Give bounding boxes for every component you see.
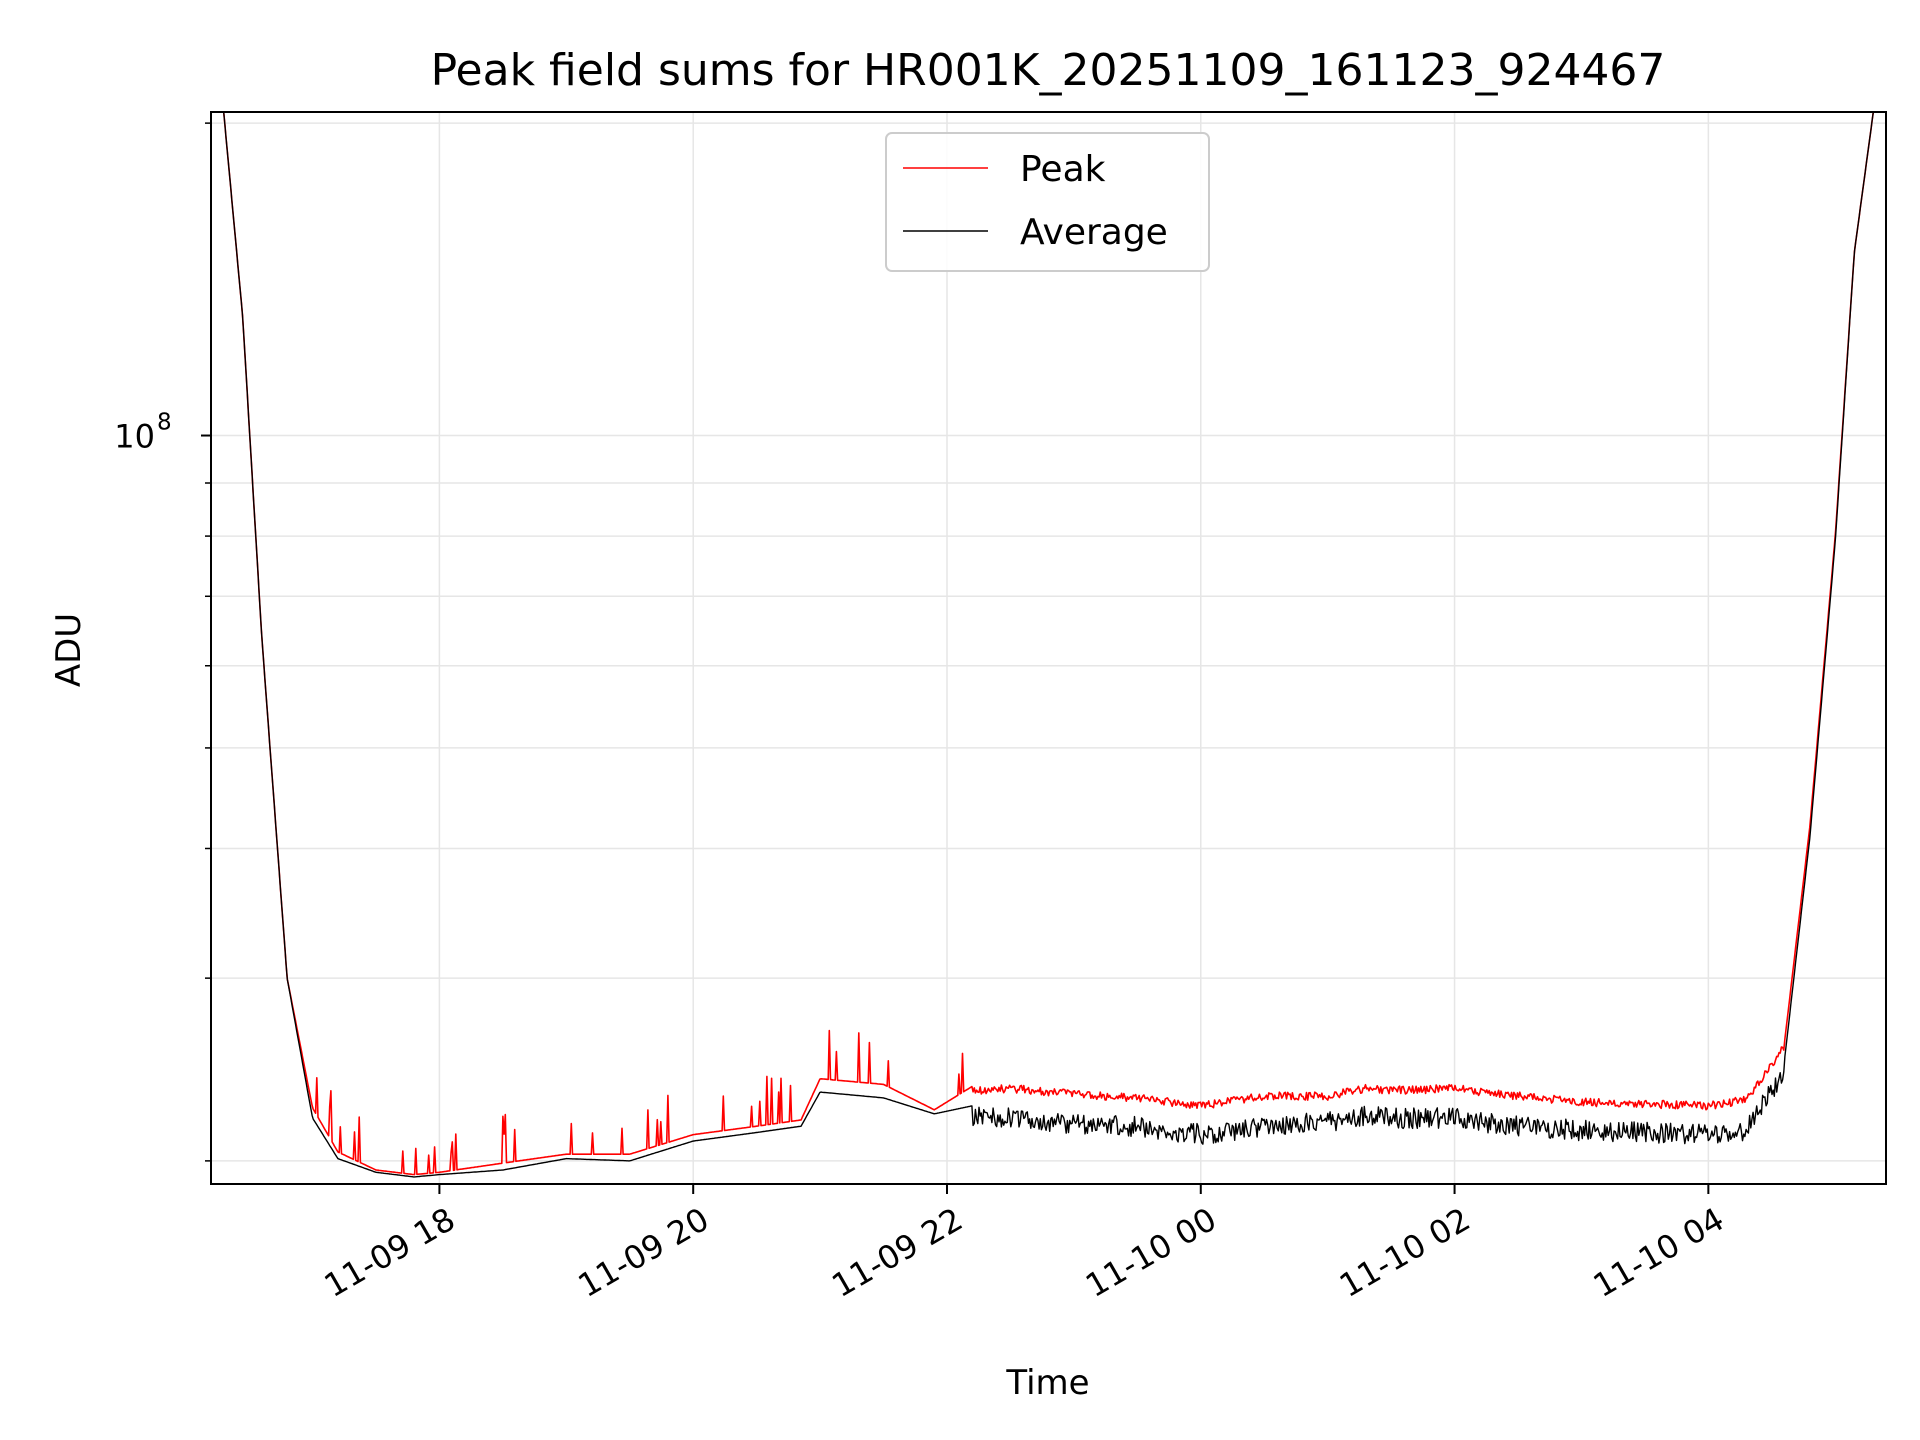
axes-frame [210,111,1887,1185]
legend: Peak Average [885,132,1210,272]
y-tick-label-0: 10 [114,418,155,456]
y-tick-exponent-0: 8 [157,410,172,436]
series-line-average [223,112,1874,1178]
legend-label-average: Average [1020,212,1168,253]
plot-area [222,112,1875,1178]
legend-label-peak: Peak [1020,149,1106,190]
y-axis-label: ADU [49,613,89,687]
x-axis-label: Time [1005,1363,1089,1403]
grid [211,112,1886,1184]
chart-title: Peak field sums for HR001K_20251109_1611… [431,45,1666,96]
series-line-peak [222,112,1875,1176]
